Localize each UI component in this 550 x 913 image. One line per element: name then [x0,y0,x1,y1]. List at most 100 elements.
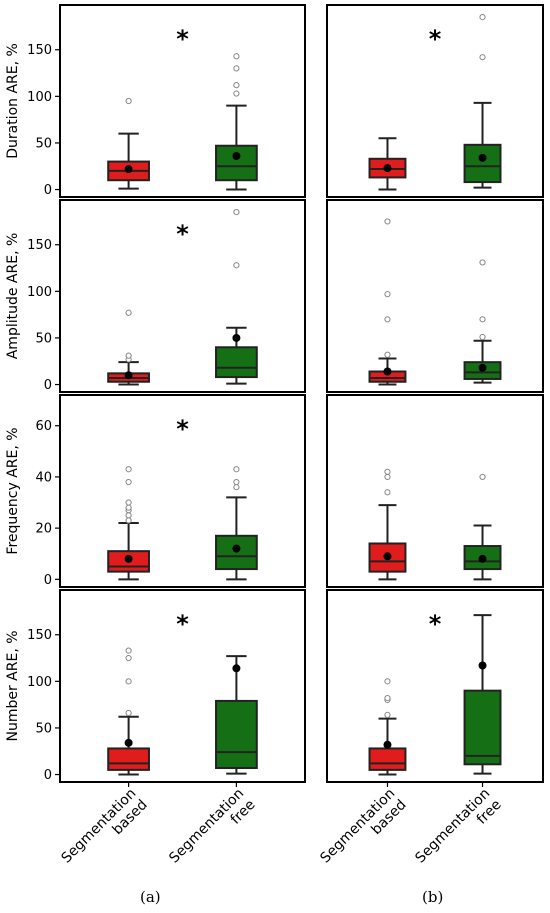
mean-marker [232,151,241,160]
outlier-point [384,711,391,718]
outlier-point [233,209,240,216]
outlier-point [125,504,132,511]
significance-marker: * [429,610,442,638]
x-tick-label: Segmentationbased [317,786,409,878]
box-segmentation-free [215,655,258,775]
y-tick-label: 0 [44,768,52,783]
box-segmentation-based [368,468,407,581]
mean-marker [232,544,241,553]
outlier-point [125,309,132,316]
outlier-point [384,489,391,496]
outlier-point [384,473,391,481]
outlier-point [125,709,132,717]
subplot-frequency-a: 0 20 40 60 Frequency ARE, % * [5,394,306,588]
y-axis-label: Number ARE, % [5,630,21,741]
box-segmentation-free [463,14,502,189]
box-segmentation-based [368,218,407,386]
y-tick-label: 100 [27,675,52,690]
mean-marker [478,554,487,563]
significance-marker: * [176,610,189,638]
significance-marker: * [176,415,189,443]
x-tick-label-line: Segmentation [412,786,493,867]
panel-label-b: (b) [422,888,444,906]
box-iqr [463,143,502,184]
y-tick-label: 100 [27,285,52,300]
mean-marker [124,554,133,563]
subplot-number-a: 0 50 100 150 Number ARE, % * Segmentationbased… [5,589,306,878]
box-segmentation-based [107,647,150,776]
outlier-point [125,97,132,105]
y-axis-label: Duration ARE, % [5,43,21,159]
subplot-amplitude-a: 0 50 100 150 Amplitude ARE, % * [5,199,306,393]
box-segmentation-based [368,678,407,776]
outlier-point [384,218,391,225]
outlier-point [479,14,486,21]
axes-frame [59,589,306,783]
x-tick-label: Segmentationfree [412,786,504,878]
box-iqr [107,747,150,771]
outlier-point [125,678,132,685]
y-tick-label: 20 [35,522,52,537]
outlier-point [233,466,240,473]
y-tick-label: 0 [44,183,52,198]
outlier-point [233,262,240,269]
box-iqr [215,144,258,182]
box-segmentation-free [463,259,502,384]
outlier-point [233,478,240,486]
box-iqr [463,689,502,766]
x-tick-label-line: Segmentation [166,786,247,867]
outlier-point [125,352,132,359]
box-segmentation-based [107,97,150,190]
y-axis-label: Amplitude ARE, % [5,233,21,360]
y-tick-label: 50 [35,331,52,346]
y-tick-label: 40 [35,470,52,485]
outlier-point [233,484,240,491]
y-tick-label: 100 [27,90,52,105]
y-tick-label: 0 [44,573,52,588]
mean-marker [232,333,241,342]
mean-marker [124,371,133,380]
mean-marker [124,738,133,747]
mean-marker [478,363,487,372]
axes-frame [326,199,544,393]
outlier-point [125,466,132,473]
outlier-point [479,333,486,341]
box-segmentation-based [107,309,150,386]
axes-frame [326,394,544,588]
y-tick-label: 150 [27,43,52,58]
axes-frame [326,589,544,783]
y-tick-label: 150 [27,628,52,643]
outlier-point [479,259,486,266]
outlier-point [384,316,391,323]
box-segmentation-free [463,614,502,775]
y-tick-label: 50 [35,721,52,736]
outlier-point [384,291,391,298]
significance-marker: * [429,25,442,53]
outlier-point [125,478,132,486]
box-iqr [215,699,258,770]
outlier-point [125,654,132,662]
mean-marker [383,367,392,376]
box-segmentation-free [215,209,258,385]
mean-marker [478,661,487,670]
outlier-point [384,678,391,685]
significance-marker: * [176,220,189,248]
y-tick-label: 0 [44,378,52,393]
axes-frame [326,4,544,198]
x-tick-label: Segmentationfree [166,786,258,878]
y-axis-label: Frequency ARE, % [5,427,21,554]
box-iqr [215,346,258,379]
outlier-point [125,499,132,506]
subplot-number-b: * Segmentationbased Segmentationfree [317,589,544,878]
x-tick-label: Segmentationbased [59,786,151,878]
mean-marker [232,664,241,673]
mean-marker [124,165,133,174]
mean-marker [383,552,392,561]
significance-marker: * [176,25,189,53]
box-segmentation-free [215,466,258,581]
outlier-point [233,90,240,97]
outlier-point [233,82,240,89]
outlier-point [479,316,486,323]
outlier-point [125,517,132,524]
